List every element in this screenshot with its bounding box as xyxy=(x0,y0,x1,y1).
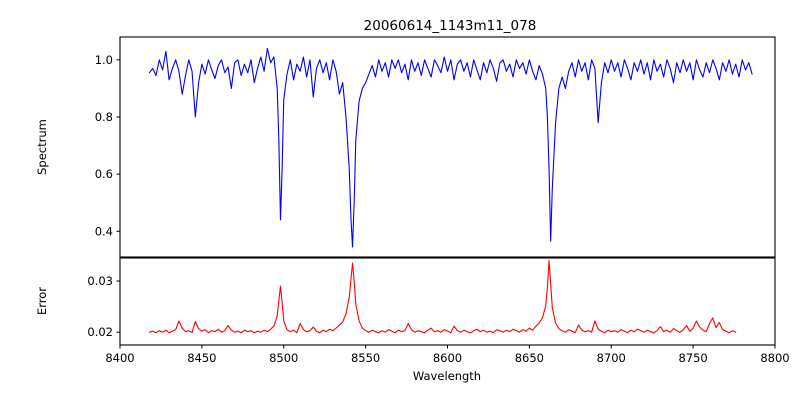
x-axis-label: Wavelength xyxy=(413,369,481,383)
figure-title: 20060614_1143m11_078 xyxy=(364,18,537,34)
spectrum-axis-label: Spectrum xyxy=(35,119,49,175)
tick-label: 8500 xyxy=(269,351,298,365)
tick-label: 0.4 xyxy=(95,224,113,238)
tick-label: 8800 xyxy=(760,351,789,365)
error-data-line xyxy=(148,260,737,334)
tick-label: 0.6 xyxy=(95,167,113,181)
x-axis-ticks: 8400 8450 8500 8550 8600 8650 8700 8750 8800 xyxy=(105,345,790,365)
spectrum-axes-frame xyxy=(119,36,776,258)
error-panel: 0.02 0.03 8400 8450 8500 8550 8600 8650 8700 875… xyxy=(35,257,790,383)
error-y-ticks: 0.02 0.03 xyxy=(87,274,120,339)
spectrum-data-line xyxy=(148,47,753,248)
tick-label: 0.03 xyxy=(87,274,113,288)
error-axis-label: Error xyxy=(35,287,49,315)
tick-label: 8450 xyxy=(187,351,216,365)
tick-label: 8400 xyxy=(105,351,134,365)
tick-label: 8650 xyxy=(515,351,544,365)
tick-label: 8750 xyxy=(678,351,707,365)
spectrum-y-ticks: 0.4 0.6 0.8 1.0 xyxy=(95,53,120,238)
tick-label: 0.8 xyxy=(95,110,113,124)
tick-label: 0.02 xyxy=(87,325,113,339)
tick-label: 8600 xyxy=(433,351,462,365)
spectrum-panel: 0.4 0.6 0.8 1.0 Spectrum xyxy=(35,36,776,258)
tick-label: 8700 xyxy=(597,351,626,365)
tick-label: 1.0 xyxy=(95,53,113,67)
tick-label: 8550 xyxy=(351,351,380,365)
